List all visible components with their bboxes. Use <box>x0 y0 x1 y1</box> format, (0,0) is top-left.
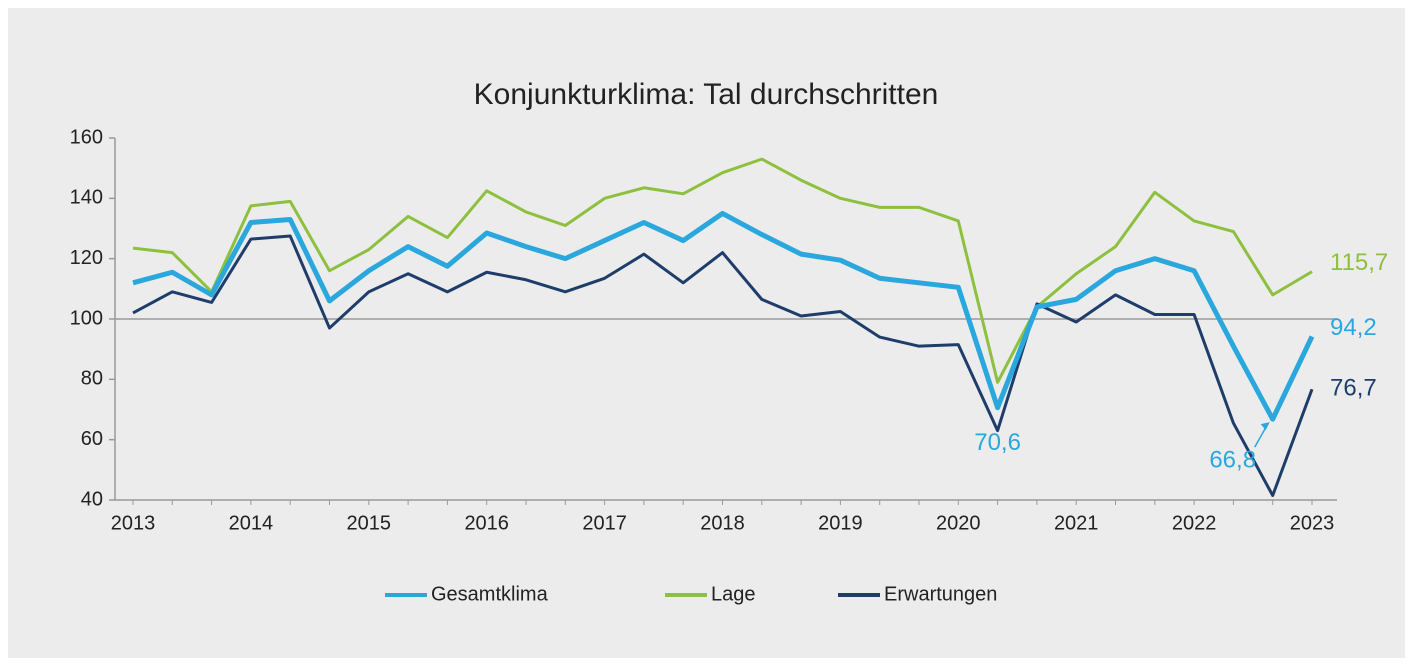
data-label: 66,8 <box>1209 446 1256 473</box>
legend-label: Lage <box>711 583 756 605</box>
y-tick-label: 60 <box>81 428 103 450</box>
x-tick-label: 2019 <box>818 512 863 534</box>
series-line <box>132 210 1315 422</box>
y-tick-label: 40 <box>81 488 103 510</box>
x-tick-label: 2016 <box>464 512 509 534</box>
x-tick-label: 2023 <box>1290 512 1335 534</box>
y-tick-label: 80 <box>81 368 103 390</box>
data-label: 115,7 <box>1330 249 1388 276</box>
y-tick-label: 160 <box>70 126 103 148</box>
x-tick-label: 2021 <box>1054 512 1099 534</box>
data-label: 70,6 <box>974 429 1021 456</box>
x-tick-label: 2022 <box>1172 512 1217 534</box>
x-tick-label: 2017 <box>582 512 627 534</box>
y-tick-label: 140 <box>70 187 103 209</box>
x-tick-label: 2013 <box>111 512 156 534</box>
data-label: 94,2 <box>1330 314 1377 341</box>
x-tick-label: 2018 <box>700 512 745 534</box>
x-tick-label: 2015 <box>347 512 392 534</box>
x-tick-label: 2020 <box>936 512 981 534</box>
y-tick-label: 100 <box>70 307 103 329</box>
legend-label: Erwartungen <box>884 583 997 605</box>
x-tick-label: 2014 <box>229 512 274 534</box>
chart-title: Konjunkturklima: Tal durchschritten <box>474 78 939 111</box>
background <box>8 8 1405 658</box>
series-line <box>132 157 1313 384</box>
data-label: 76,7 <box>1330 375 1377 402</box>
y-tick-label: 120 <box>70 247 103 269</box>
legend-label: Gesamtklima <box>431 583 549 605</box>
series-line <box>132 234 1314 497</box>
arrow-head <box>1260 422 1270 431</box>
